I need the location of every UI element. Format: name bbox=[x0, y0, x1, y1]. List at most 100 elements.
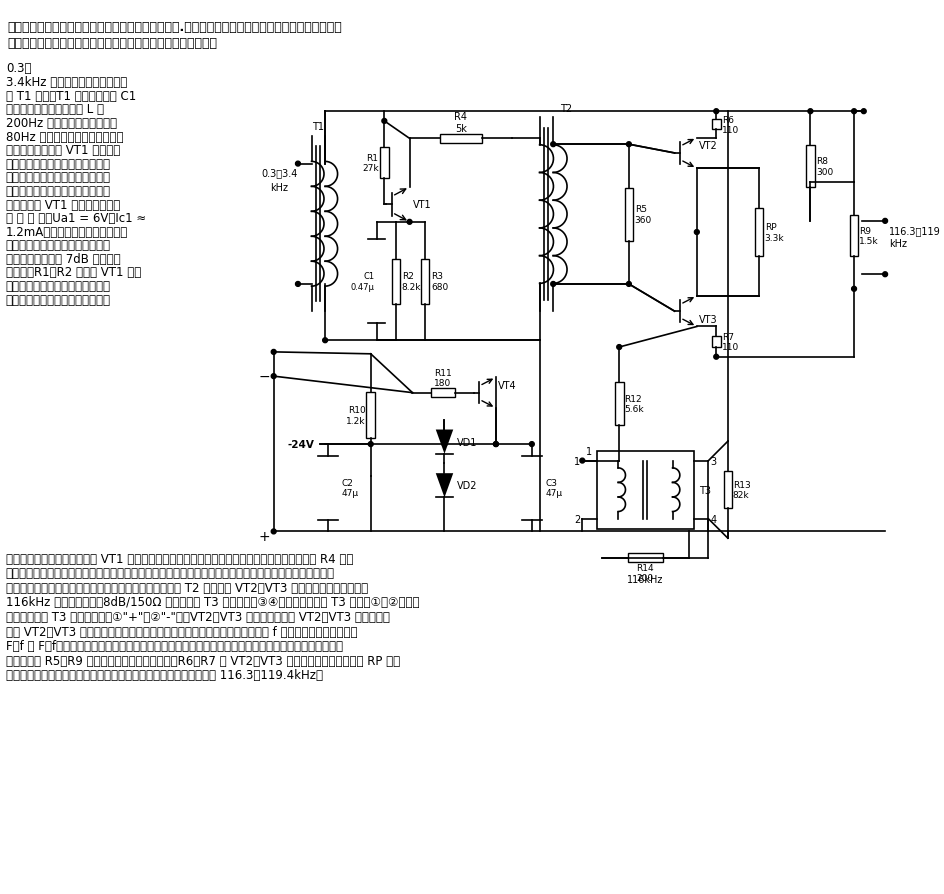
Text: C3
47μ: C3 47μ bbox=[546, 478, 563, 498]
Circle shape bbox=[407, 220, 412, 225]
Text: R6
110: R6 110 bbox=[722, 115, 739, 135]
Text: 200Hz 高通滤波器，用以抑制: 200Hz 高通滤波器，用以抑制 bbox=[6, 117, 117, 130]
Bar bbox=[392, 259, 400, 304]
Text: 变负反馈量以调节电路的增益电平。经单平衡调制输出的信号频率为 116.3～119.4kHz。: 变负反馈量以调节电路的增益电平。经单平衡调制输出的信号频率为 116.3～119… bbox=[6, 669, 323, 681]
Text: −: − bbox=[258, 370, 270, 384]
Text: VD1: VD1 bbox=[457, 437, 478, 447]
Circle shape bbox=[494, 443, 498, 447]
Text: 1.2mA）且负载线的斜率也很大，: 1.2mA）且负载线的斜率也很大， bbox=[6, 225, 128, 239]
Circle shape bbox=[271, 529, 276, 535]
Text: 1: 1 bbox=[586, 446, 592, 456]
Text: R13
82k: R13 82k bbox=[733, 480, 750, 500]
Text: VT1: VT1 bbox=[413, 200, 431, 210]
Text: VT4: VT4 bbox=[497, 381, 516, 391]
Text: R12
5.6k: R12 5.6k bbox=[624, 394, 644, 414]
Circle shape bbox=[851, 110, 856, 114]
Bar bbox=[754, 208, 764, 257]
Text: R2
8.2k: R2 8.2k bbox=[402, 272, 421, 291]
Text: 并不是很高的电平情况下，进入晶: 并不是很高的电平情况下，进入晶 bbox=[6, 171, 110, 184]
Text: 这样就保证其容易进入限幅状态。: 这样就保证其容易进入限幅状态。 bbox=[6, 239, 110, 252]
Text: 衡调幅器。当 T3 的瞬时极性为①"+"、②"-"时，VT2、VT3 正偏导通，反之 VT2、VT3 反偏截止，: 衡调幅器。当 T3 的瞬时极性为①"+"、②"-"时，VT2、VT3 正偏导通，… bbox=[6, 611, 390, 623]
Circle shape bbox=[368, 443, 373, 447]
Text: 3.4kHz 的音频信号，经输入变压: 3.4kHz 的音频信号，经输入变压 bbox=[6, 76, 127, 89]
Bar bbox=[628, 553, 663, 562]
Text: 3: 3 bbox=[711, 456, 716, 466]
Circle shape bbox=[530, 443, 534, 447]
Text: 输出，电阻 R5、R9 用以匹配其输入、输出阻抗。R6、R7 为 VT2、VT3 的发射极电阻。通过调节 RP 可改: 输出，电阻 R5、R9 用以匹配其输入、输出阻抗。R6、R7 为 VT2、VT3… bbox=[6, 654, 400, 667]
Text: 基极偏置，而且提供电压并联负反: 基极偏置，而且提供电压并联负反 bbox=[6, 280, 110, 292]
Text: 4: 4 bbox=[711, 514, 716, 524]
Circle shape bbox=[627, 283, 632, 287]
Circle shape bbox=[851, 287, 856, 291]
Text: R8
300: R8 300 bbox=[817, 157, 834, 176]
Bar bbox=[712, 336, 720, 348]
Text: 80Hz 以下的低频或脉冲性干扰。: 80Hz 以下的低频或脉冲性干扰。 bbox=[6, 131, 124, 143]
Text: kHz: kHz bbox=[271, 182, 289, 193]
Text: R1
27k: R1 27k bbox=[362, 154, 379, 173]
Circle shape bbox=[808, 110, 813, 114]
Text: 低 的 位 置（Ua1 = 6V、Ic1 ≈: 低 的 位 置（Ua1 = 6V、Ic1 ≈ bbox=[6, 212, 146, 225]
Text: VT2: VT2 bbox=[699, 141, 717, 151]
Circle shape bbox=[616, 345, 621, 350]
Circle shape bbox=[861, 110, 867, 114]
Text: kHz: kHz bbox=[889, 239, 907, 249]
Text: R7
110: R7 110 bbox=[722, 333, 739, 352]
Text: 备、载波机、电台、对讲机及无线遥控等电路中信号的调制用。: 备、载波机、电台、对讲机及无线遥控等电路中信号的调制用。 bbox=[8, 38, 218, 50]
Text: VD2: VD2 bbox=[457, 481, 478, 491]
Text: 体管饱和及截止区，而达到限幅目: 体管饱和及截止区，而达到限幅目 bbox=[6, 185, 110, 198]
Circle shape bbox=[295, 283, 300, 287]
Text: 件组成。为了使电路能在规定的但: 件组成。为了使电路能在规定的但 bbox=[6, 157, 110, 171]
Text: C1
0.47μ: C1 0.47μ bbox=[351, 272, 375, 291]
Bar bbox=[430, 389, 455, 398]
Circle shape bbox=[883, 219, 887, 224]
Circle shape bbox=[295, 162, 300, 167]
Text: T2: T2 bbox=[560, 104, 572, 114]
Text: 本调制电路主要是采用三只晶体三极管作为核心元件.它可用于通讯设备中的特高频、微波机的终端设: 本调制电路主要是采用三只晶体三极管作为核心元件.它可用于通讯设备中的特高频、微波… bbox=[8, 21, 343, 34]
Bar bbox=[366, 392, 375, 439]
Text: +: + bbox=[258, 529, 270, 544]
Text: 1: 1 bbox=[574, 456, 581, 466]
Circle shape bbox=[382, 119, 387, 124]
Circle shape bbox=[714, 355, 718, 359]
Text: 限幅电路由三极管 VT1 及相关元: 限幅电路由三极管 VT1 及相关元 bbox=[6, 144, 120, 157]
Bar bbox=[379, 148, 389, 180]
Bar bbox=[850, 215, 858, 257]
Bar bbox=[712, 120, 720, 131]
Text: 供的电流串联负反馈相结合，既校正了电路的输入阻抗，以达到与外部相匹配的目的，同时又改善了电路在: 供的电流串联负反馈相结合，既校正了电路的输入阻抗，以达到与外部相匹配的目的，同时… bbox=[6, 567, 335, 579]
Text: -24V: -24V bbox=[287, 440, 314, 450]
Circle shape bbox=[494, 443, 498, 447]
Circle shape bbox=[695, 231, 700, 235]
Polygon shape bbox=[436, 430, 453, 454]
Bar bbox=[615, 383, 624, 426]
Bar bbox=[441, 135, 481, 144]
Text: 所以 VT2、VT3 起着开关作用，它的开关频率和载频完全一致。其作用把信号 f 由低频搬移到新的高频率: 所以 VT2、VT3 起着开关作用，它的开关频率和载频完全一致。其作用把信号 f… bbox=[6, 625, 358, 638]
Text: 0.3～: 0.3～ bbox=[6, 62, 31, 74]
Text: R9
1.5k: R9 1.5k bbox=[859, 226, 879, 246]
Circle shape bbox=[271, 350, 276, 355]
Bar bbox=[723, 472, 733, 509]
Circle shape bbox=[442, 443, 447, 447]
Text: R5
360: R5 360 bbox=[634, 205, 652, 224]
Text: 始限幅。R1、R2 不仅对 VT1 提供: 始限幅。R1、R2 不仅对 VT1 提供 bbox=[6, 266, 141, 279]
Text: 提供偏置方式，可以自动调整 VT1 的工作点，以取得正负对称限幅的效果。而交流负反馈则与在 R4 所提: 提供偏置方式，可以自动调整 VT1 的工作点，以取得正负对称限幅的效果。而交流负… bbox=[6, 552, 353, 565]
Circle shape bbox=[627, 143, 632, 148]
Circle shape bbox=[580, 459, 584, 463]
Circle shape bbox=[714, 110, 718, 114]
Text: RP
3.3k: RP 3.3k bbox=[765, 224, 784, 242]
Text: 2: 2 bbox=[574, 514, 581, 524]
Text: T1: T1 bbox=[312, 122, 325, 131]
Text: F＋f 或 F－f，起到变换频率的作用。从理论上讲，单平衡调制器在理想平衡下没有载频输出的称为无载漏: F＋f 或 F－f，起到变换频率的作用。从理论上讲，单平衡调制器在理想平衡下没有… bbox=[6, 639, 343, 653]
Text: R3
680: R3 680 bbox=[430, 272, 448, 291]
Text: 馈。这种直接由集电极电位经分压: 馈。这种直接由集电极电位经分压 bbox=[6, 293, 110, 307]
Text: 116.3～119: 116.3～119 bbox=[889, 226, 941, 236]
Text: R4
5k: R4 5k bbox=[454, 113, 467, 134]
Polygon shape bbox=[436, 474, 453, 498]
Bar bbox=[597, 451, 694, 529]
Circle shape bbox=[323, 339, 328, 343]
Text: R10
1.2k: R10 1.2k bbox=[346, 406, 366, 426]
Text: 0.3～3.4: 0.3～3.4 bbox=[261, 168, 297, 178]
Text: 的。本电路 VT1 的工作点选在较: 的。本电路 VT1 的工作点选在较 bbox=[6, 198, 120, 211]
Text: C2
47μ: C2 47μ bbox=[342, 478, 359, 498]
Bar bbox=[421, 259, 430, 304]
Circle shape bbox=[550, 283, 556, 287]
